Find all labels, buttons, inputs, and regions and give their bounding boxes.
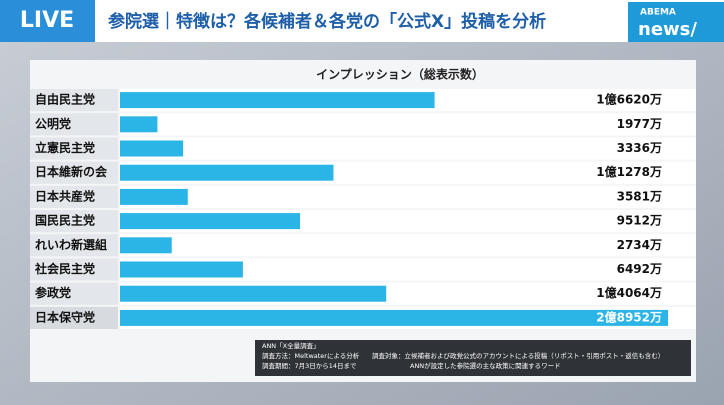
- category-cell: [30, 282, 118, 305]
- value-label: 9512万: [617, 214, 662, 228]
- bar: [120, 92, 435, 109]
- category-label: 国民民主党: [35, 213, 95, 228]
- bar: [120, 140, 184, 157]
- category-label: れいわ新選組: [35, 237, 107, 252]
- category-cell: [30, 137, 118, 160]
- live-box: [0, 0, 95, 42]
- category-label: 日本維新の会: [35, 164, 108, 179]
- category-cell: [30, 185, 118, 208]
- category-label: 公明党: [35, 116, 71, 131]
- bar: [120, 237, 172, 254]
- note: 調査方法：Meltwaterによる分析: [262, 351, 360, 360]
- category-label: 参政党: [35, 285, 71, 300]
- value-label: 1977万: [617, 117, 662, 131]
- logo-bottom: news/: [638, 19, 697, 40]
- value-label: 1億6620万: [596, 92, 662, 107]
- headline: 参院選｜特徴は？各候補者＆各党の「公式X」投稿を分析: [108, 11, 546, 32]
- value-label: 2億8952万: [596, 309, 662, 324]
- value-label: 6492万: [617, 262, 662, 276]
- row-background: [120, 258, 696, 281]
- value-label: 1億4064万: [596, 285, 662, 300]
- category-cell: [30, 161, 118, 184]
- value-label: 3336万: [617, 141, 662, 155]
- category-cell: [30, 258, 118, 281]
- category-label: 日本保守党: [35, 309, 95, 324]
- category-label: 立憲民主党: [35, 140, 95, 155]
- category-cell: [30, 306, 118, 329]
- value-label: 3581万: [617, 189, 662, 203]
- note: ANN「X全量調査」: [262, 341, 320, 350]
- category-cell: [30, 234, 118, 257]
- row-background: [120, 185, 696, 208]
- top-banner: [0, 0, 724, 42]
- category-cell: [30, 89, 118, 112]
- row-background: [120, 137, 696, 160]
- chart-title: インプレッション（総表示数）: [316, 67, 484, 82]
- category-cell: [30, 210, 118, 233]
- category-label: 社会民主党: [34, 261, 95, 276]
- note: 調査期間：7月3日から14日まで: [262, 361, 357, 370]
- category-cell: [30, 113, 118, 136]
- bar: [120, 261, 243, 278]
- value-label: 2734万: [617, 238, 662, 252]
- row-background: [120, 113, 696, 136]
- bar: [120, 116, 158, 133]
- bar: [120, 309, 668, 326]
- note: ANNが設定した参院選の主な政策に関連するワード: [410, 361, 561, 370]
- logo-box: [628, 2, 724, 42]
- value-label: 1億1278万: [596, 164, 662, 179]
- bar: [120, 213, 301, 230]
- live-label: LIVE: [20, 8, 74, 33]
- notes-box: [255, 340, 691, 376]
- note: 調査対象：立候補者および政党公式のアカウントによる投稿（リポスト・引用ポスト・返…: [372, 351, 664, 360]
- bar: [120, 188, 188, 205]
- row-background: [120, 234, 696, 257]
- category-label: 日本共産党: [35, 188, 95, 203]
- bar: [120, 164, 334, 181]
- logo-top: ABEMA: [640, 8, 676, 18]
- category-label: 自由民主党: [35, 92, 95, 107]
- bar: [120, 285, 387, 302]
